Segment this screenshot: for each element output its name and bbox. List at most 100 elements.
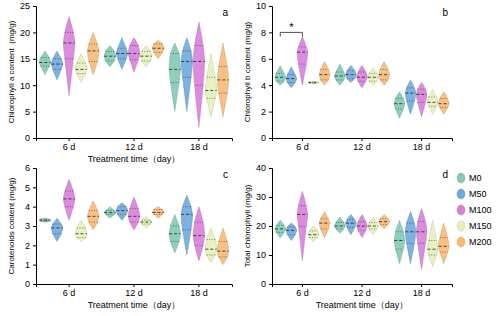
median-line [394, 103, 404, 104]
median-line [335, 226, 345, 227]
quartile-line [418, 102, 426, 103]
tick-mark [302, 284, 303, 287]
quartile-line [310, 81, 318, 82]
tick-mark [362, 284, 363, 287]
violin [104, 46, 115, 67]
quartile-line [171, 226, 179, 227]
quartile-line [396, 108, 404, 109]
quartile-line [65, 32, 73, 33]
tick-mark [33, 245, 36, 246]
quartile-line [310, 83, 318, 84]
tick-label: 18 d [413, 142, 431, 152]
axis-title: Chlorophyll a content (mg/g) [7, 20, 16, 123]
median-line [181, 214, 192, 215]
violin [297, 36, 307, 85]
quartile-line [154, 44, 162, 45]
violin [308, 226, 318, 242]
tick-label: 20 [256, 221, 266, 231]
tick-mark [269, 226, 272, 227]
tick-label: 4 [25, 202, 30, 212]
quartile-line [336, 228, 344, 229]
tick: 3 [25, 221, 36, 231]
violin [394, 92, 404, 118]
median-line [308, 82, 318, 83]
tick: 6 d [296, 138, 309, 152]
legend-swatch [457, 189, 465, 199]
axis-line [37, 139, 233, 142]
median-line [319, 223, 329, 224]
tick-mark [269, 112, 272, 113]
violin [357, 214, 367, 237]
quartile-line [321, 228, 329, 229]
quartile-line [183, 77, 191, 78]
panel: 02468106 d12 d18 dChlorophyll b content … [243, 1, 453, 152]
quartile-line [380, 79, 388, 80]
tick-label: 12 d [353, 142, 371, 152]
quartile-line [310, 230, 318, 231]
violin [75, 54, 86, 83]
tick-label: 0 [25, 279, 30, 289]
tick-label: 12 d [353, 288, 371, 298]
quartile-line [440, 98, 448, 99]
median-line [346, 74, 356, 75]
violin [368, 68, 378, 85]
median-line [379, 221, 389, 222]
violin [416, 83, 426, 117]
median-line [116, 53, 127, 54]
violin [319, 212, 329, 238]
quartile-line [429, 240, 437, 241]
quartile-line [89, 210, 97, 211]
quartile-line [171, 241, 179, 242]
legend: M0M50M100M150M200 [457, 173, 492, 247]
quartile-line [358, 72, 366, 73]
x-axis: 6 d12 d18 d [273, 284, 453, 298]
tick-label: 15 [20, 54, 30, 64]
panel: 01234566 d12 d18 dCarotenoids content (m… [7, 163, 233, 310]
quartile-line [106, 51, 114, 52]
legend-swatch [457, 205, 465, 215]
tick-mark [33, 187, 36, 188]
tick-label: 6 d [63, 288, 76, 298]
tick: 5 [25, 183, 36, 193]
violin [116, 203, 127, 220]
quartile-line [407, 101, 415, 102]
quartile-line [77, 73, 85, 74]
quartile-line [276, 73, 284, 74]
tick-label: 0 [261, 279, 266, 289]
tick: 0 [25, 133, 36, 143]
quartile-line [106, 60, 114, 61]
axis-line [273, 139, 453, 142]
violin [181, 38, 192, 112]
median-line [319, 74, 329, 75]
axis-title: Treatment time（day） [316, 300, 409, 310]
median-line [39, 220, 50, 221]
significance-label: * [289, 21, 294, 33]
axis-line [273, 285, 453, 288]
violin [405, 212, 415, 264]
quartile-line [276, 232, 284, 233]
y-axis: 0123456 [25, 163, 37, 289]
median-line [88, 216, 99, 217]
axis-line [269, 169, 273, 285]
quartile-line [142, 51, 150, 52]
legend-swatch [457, 237, 465, 247]
tick-label: 18 d [413, 288, 431, 298]
median-line [51, 227, 62, 228]
tick-label: 4 [261, 81, 266, 91]
quartile-line [207, 255, 215, 256]
tick-mark [302, 138, 303, 141]
panel-label: a [222, 7, 228, 18]
tick: 8 [261, 28, 272, 38]
axis-line [33, 7, 37, 139]
tick: 18 d [413, 138, 431, 152]
median-line [217, 79, 228, 80]
tick: 10 [256, 1, 272, 11]
tick-label: 18 d [190, 288, 208, 298]
tick-mark [33, 59, 36, 60]
violin [51, 218, 62, 241]
tick: 18 d [190, 138, 208, 152]
quartile-line [154, 209, 162, 210]
quartile-line [347, 227, 355, 228]
quartile-line [298, 226, 306, 227]
quartile-line [130, 222, 138, 223]
